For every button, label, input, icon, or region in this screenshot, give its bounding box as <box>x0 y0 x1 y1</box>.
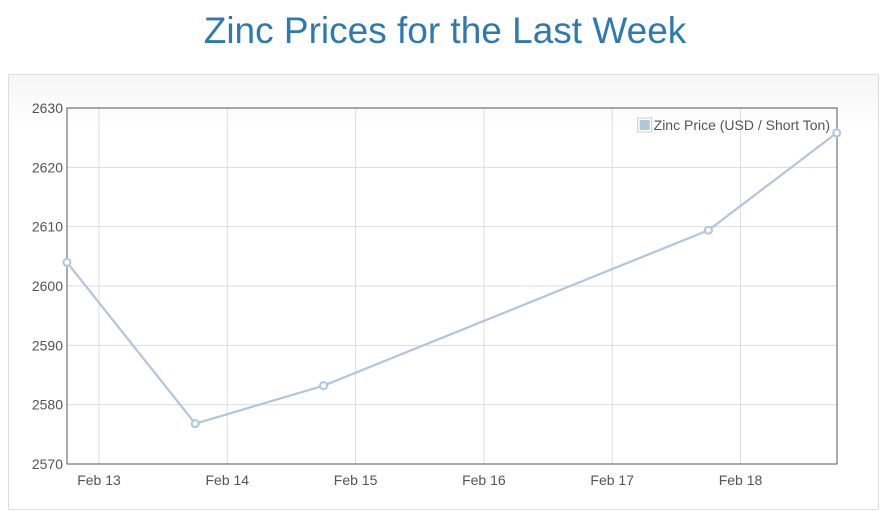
plot-area-frame <box>66 107 838 465</box>
data-point[interactable] <box>703 225 713 235</box>
y-tick-label: 2590 <box>32 337 63 353</box>
x-tick-label: Feb 13 <box>77 472 121 488</box>
y-tick-label: 2630 <box>32 100 63 116</box>
grid-layer <box>67 107 837 465</box>
series-layer <box>62 128 842 429</box>
data-point[interactable] <box>62 257 72 267</box>
y-tick-label: 2620 <box>32 159 63 175</box>
axis-labels: 2570 2580 2590 2600 2610 2620 2630 Feb 13 Feb 14… <box>32 100 763 488</box>
page-title: Zinc Prices for the Last Week <box>203 10 687 51</box>
data-point[interactable] <box>832 128 842 138</box>
x-tick-label: Feb 17 <box>590 472 634 488</box>
data-point[interactable] <box>319 381 329 391</box>
legend: Zinc Price (USD / Short Ton) <box>637 117 830 133</box>
y-tick-label: 2570 <box>32 456 63 472</box>
series-line <box>66 132 838 425</box>
legend-swatch[interactable] <box>639 120 650 130</box>
data-point[interactable] <box>190 419 200 429</box>
legend-label: Zinc Price (USD / Short Ton) <box>654 117 830 133</box>
x-tick-label: Feb 14 <box>206 472 250 488</box>
y-tick-label: 2580 <box>32 397 63 413</box>
y-tick-label: 2600 <box>32 278 63 294</box>
x-tick-label: Feb 18 <box>719 472 763 488</box>
x-tick-label: Feb 15 <box>334 472 378 488</box>
y-tick-label: 2610 <box>32 219 63 235</box>
chart-panel <box>8 74 879 510</box>
x-tick-label: Feb 16 <box>462 472 506 488</box>
